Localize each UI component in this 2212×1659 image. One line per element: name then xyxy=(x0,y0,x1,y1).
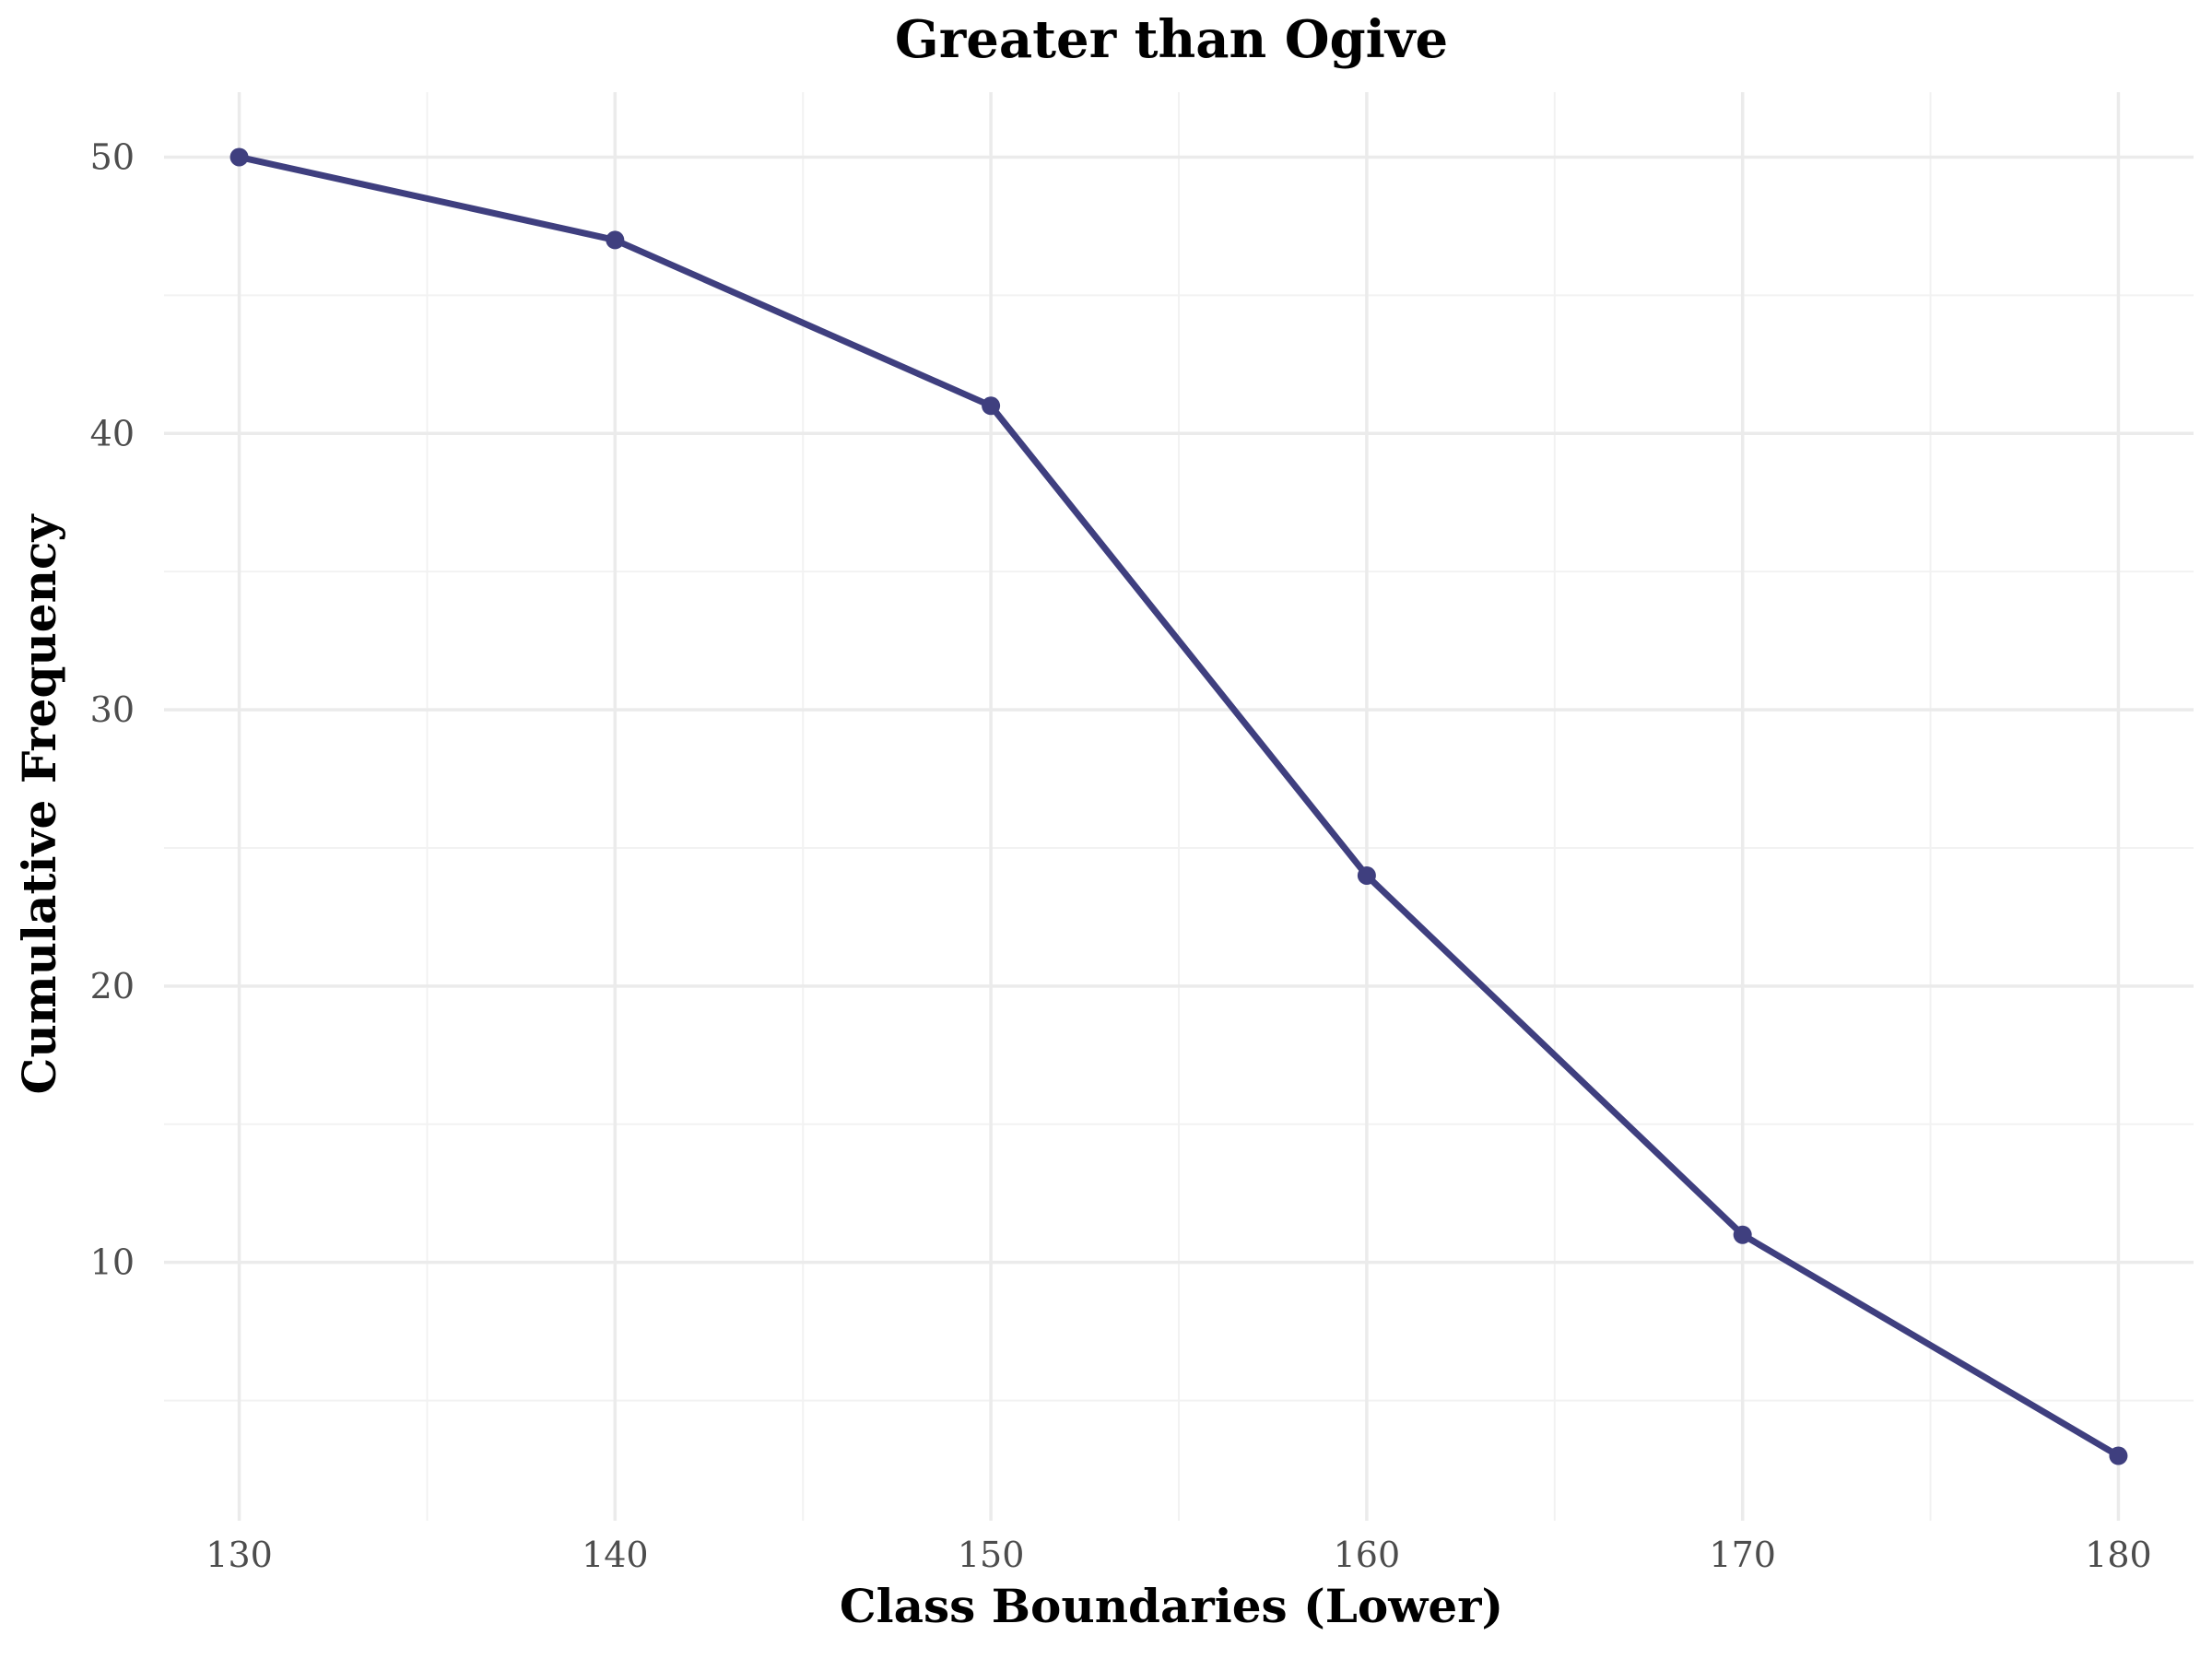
data-point xyxy=(229,147,249,167)
y-tick-label: 10 xyxy=(90,1242,135,1283)
y-tick-label: 40 xyxy=(90,413,135,453)
x-tick-label: 180 xyxy=(2085,1535,2152,1575)
y-tick-labels: 10 20 30 40 50 xyxy=(90,136,135,1282)
y-tick-label: 20 xyxy=(90,966,135,1006)
data-point xyxy=(606,230,625,250)
x-tick-label: 130 xyxy=(206,1535,273,1575)
x-axis-title: Class Boundaries (Lower) xyxy=(840,1579,1503,1633)
chart-title: Greater than Ogive xyxy=(895,9,1448,70)
y-tick-label: 50 xyxy=(90,136,135,177)
minor-gridlines xyxy=(164,92,2194,1521)
series-line xyxy=(236,153,2122,1460)
x-tick-labels: 130 140 150 160 170 180 xyxy=(206,1535,2151,1575)
y-tick-label: 30 xyxy=(90,689,135,730)
x-tick-label: 150 xyxy=(958,1535,1025,1575)
x-tick-label: 160 xyxy=(1334,1535,1401,1575)
x-tick-label: 170 xyxy=(1709,1535,1776,1575)
y-axis-title: Cumulative Frequency xyxy=(12,513,66,1095)
data-point xyxy=(2109,1446,2128,1465)
x-tick-label: 140 xyxy=(582,1535,649,1575)
major-gridlines xyxy=(164,92,2194,1521)
series-layer xyxy=(229,147,2128,1465)
data-point xyxy=(1357,865,1376,885)
data-point xyxy=(1733,1225,1752,1244)
data-point xyxy=(982,396,1001,416)
